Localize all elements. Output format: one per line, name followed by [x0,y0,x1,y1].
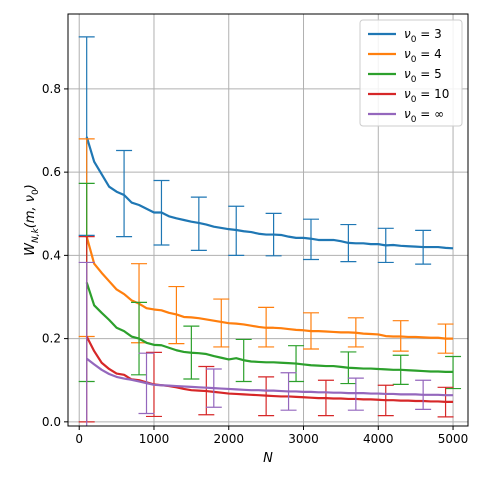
axis-ticks: 0 1000 2000 3000 4000 5000 0.0 0.2 0.4 0.6 0.8 [42,82,468,446]
y-tick-label: 0.8 [42,82,61,96]
y-tick-label: 0.0 [42,415,61,429]
y-axis-label: WN,k(m, ν0) [23,184,41,256]
x-tick-label: 3000 [288,432,319,446]
x-tick-label: 2000 [213,432,244,446]
x-tick-label: 0 [75,432,83,446]
legend-label: ν0 = 5 [404,67,442,85]
series-0 [78,36,454,265]
x-tick-label: 4000 [363,432,394,446]
series-line [85,136,454,250]
legend-label: ν0 = 4 [404,47,442,65]
y-tick-label: 0.6 [42,165,61,179]
y-label-args: (m, ν [23,195,38,228]
plot-area-frame [67,13,469,427]
series-line [86,357,454,397]
series-4 [78,261,454,426]
legend-label: ν0 = 10 [404,87,449,105]
y-tick-label: 0.2 [42,332,61,346]
y-tick-label: 0.4 [42,248,61,262]
series-line [85,236,454,340]
y-label-arg-subscript: 0 [31,189,41,195]
y-label-main: W [23,242,38,256]
y-label-subscript: N,k [31,227,41,243]
y-label-args-end: ) [23,184,38,190]
series-layer [78,36,462,426]
x-axis-label: N [263,451,273,466]
series-line [85,282,454,373]
legend-box [359,19,463,127]
x-tick-label: 1000 [139,432,170,446]
legend-label: ν0 = 3 [404,27,442,45]
legend: ν0 = 3 ν0 = 4 ν0 = 5 ν0 = 10 ν0 = ∞ [359,19,463,127]
x-tick-label: 5000 [438,432,469,446]
legend-label: ν0 = ∞ [404,107,444,125]
